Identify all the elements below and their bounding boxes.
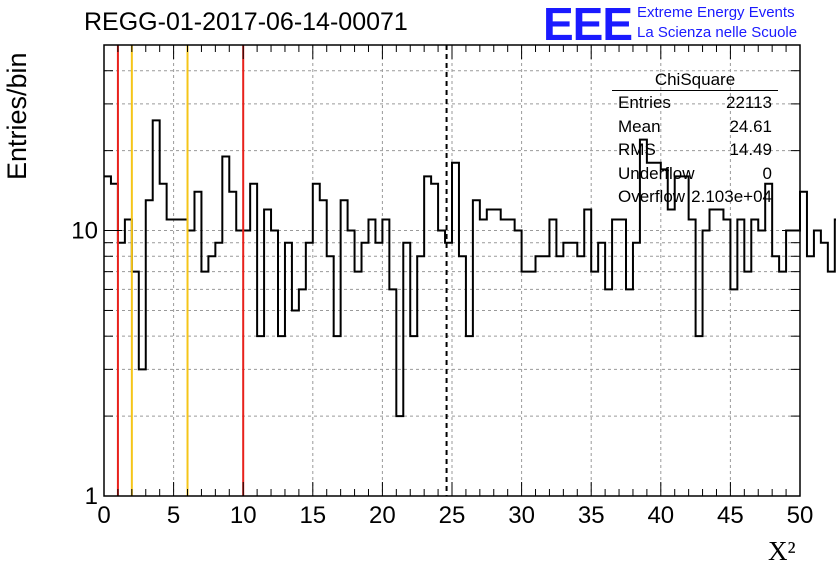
stats-value: 24.61: [729, 116, 772, 136]
stats-value: 14.49: [729, 140, 772, 159]
stats-row-rms: RMS 14.49: [612, 138, 778, 162]
x-tick-label: 25: [439, 502, 466, 529]
stats-key: Mean: [618, 116, 661, 136]
x-tick-label: 5: [167, 502, 180, 529]
x-tick-label: 0: [97, 502, 110, 529]
stats-row-underflow: Underflow 0: [612, 162, 778, 186]
stats-key: Entries: [618, 93, 671, 112]
stats-key: Underflow: [618, 163, 695, 183]
x-tick-label: 10: [230, 502, 257, 529]
chart-title: REGG-01-2017-06-14-00071: [84, 8, 408, 36]
x-tick-label: 50: [787, 502, 814, 529]
y-tick-label: 10: [71, 218, 98, 245]
stats-row-overflow: Overflow 2.103e+04: [612, 185, 778, 209]
y-tick-label: 1: [85, 483, 98, 510]
histogram-line: [104, 119, 836, 418]
y-axis-label: Entries/bin: [2, 52, 32, 180]
x-tick-label: 40: [647, 502, 674, 529]
stats-box: ChiSquare Entries 22113 Mean 24.61 RMS 1…: [612, 70, 778, 209]
logo-line-1: Extreme Energy Events: [637, 4, 795, 21]
x-axis-label: X²: [768, 536, 796, 566]
eee-logo: EEE Extreme Energy Events La Scienza nel…: [543, 0, 833, 50]
x-tick-label: 45: [717, 502, 744, 529]
x-tick-label: 30: [508, 502, 535, 529]
x-tick-label: 35: [578, 502, 605, 529]
x-tick-label: 15: [299, 502, 326, 529]
stats-row-entries: Entries 22113: [612, 91, 778, 115]
stats-row-mean: Mean 24.61: [612, 115, 778, 139]
stats-value: 2.103e+04: [691, 187, 772, 206]
stats-key: RMS: [618, 140, 656, 159]
stats-value: 0: [762, 163, 772, 183]
x-tick-label: 20: [369, 502, 396, 529]
logo-mark: EEE: [543, 0, 633, 50]
stats-value: 22113: [725, 93, 772, 112]
plot-area: [104, 45, 800, 496]
stats-title: ChiSquare: [612, 70, 778, 91]
stats-key: Overflow: [618, 187, 686, 206]
logo-line-2: La Scienza nelle Scuole: [637, 24, 798, 41]
